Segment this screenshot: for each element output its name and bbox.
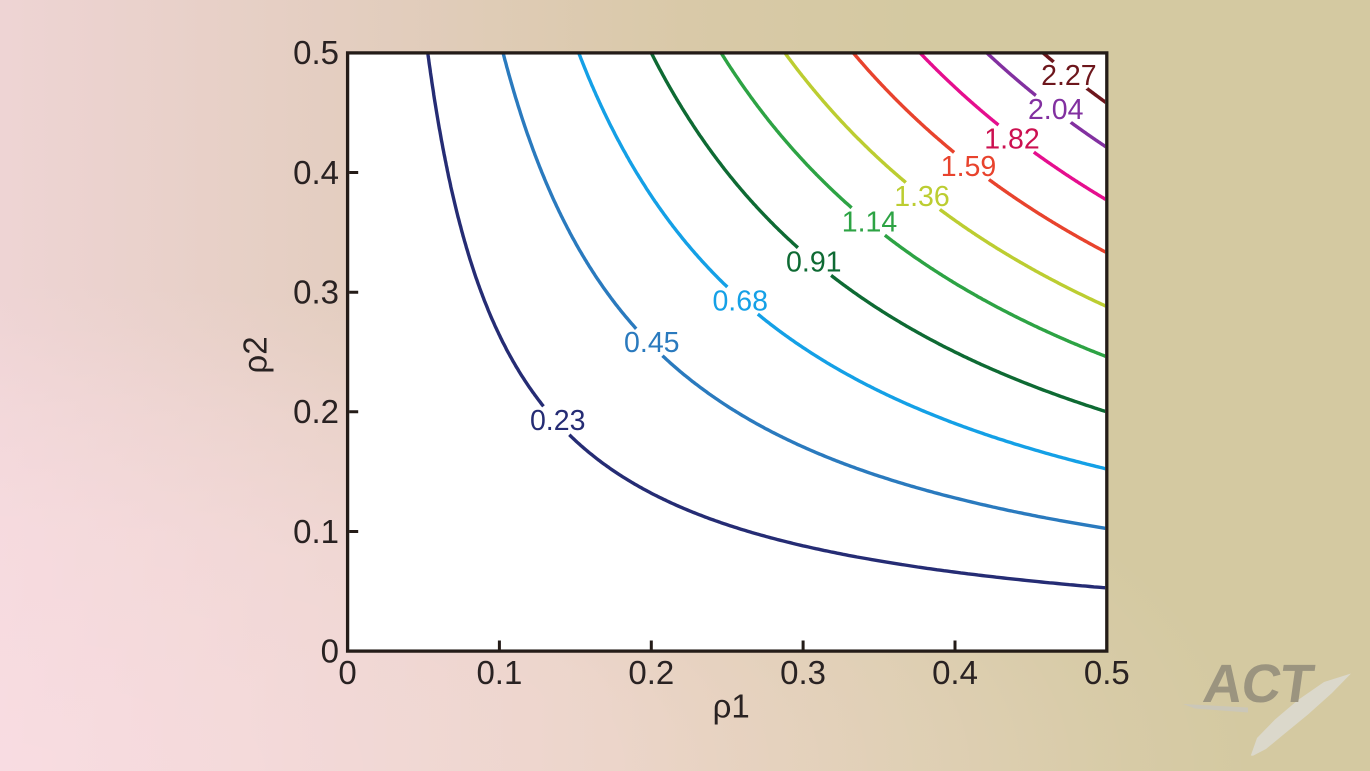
svg-text:0.4: 0.4 <box>932 654 978 691</box>
svg-text:1.59: 1.59 <box>941 151 996 183</box>
svg-text:1.82: 1.82 <box>984 123 1039 155</box>
svg-text:0.5: 0.5 <box>1084 654 1130 691</box>
svg-text:1.14: 1.14 <box>842 206 898 238</box>
svg-text:0.2: 0.2 <box>628 654 674 691</box>
svg-text:ρ1: ρ1 <box>713 688 750 725</box>
svg-text:0: 0 <box>338 654 356 691</box>
svg-text:0.68: 0.68 <box>712 285 767 317</box>
svg-text:0: 0 <box>321 632 339 669</box>
svg-text:0.5: 0.5 <box>293 34 339 71</box>
svg-text:1.36: 1.36 <box>894 181 949 213</box>
svg-text:0.1: 0.1 <box>293 513 339 550</box>
svg-text:2.04: 2.04 <box>1028 94 1084 126</box>
svg-text:ρ2: ρ2 <box>236 336 273 373</box>
svg-text:2.27: 2.27 <box>1041 60 1096 92</box>
svg-text:0.2: 0.2 <box>293 393 339 430</box>
svg-text:0.3: 0.3 <box>780 654 826 691</box>
svg-text:0.3: 0.3 <box>293 274 339 311</box>
svg-text:0.23: 0.23 <box>530 405 585 437</box>
svg-text:0.45: 0.45 <box>624 327 679 359</box>
svg-text:0.4: 0.4 <box>293 154 339 191</box>
svg-text:0.91: 0.91 <box>786 247 841 279</box>
svg-text:0.1: 0.1 <box>476 654 522 691</box>
svg-text:ACT: ACT <box>1200 654 1318 714</box>
